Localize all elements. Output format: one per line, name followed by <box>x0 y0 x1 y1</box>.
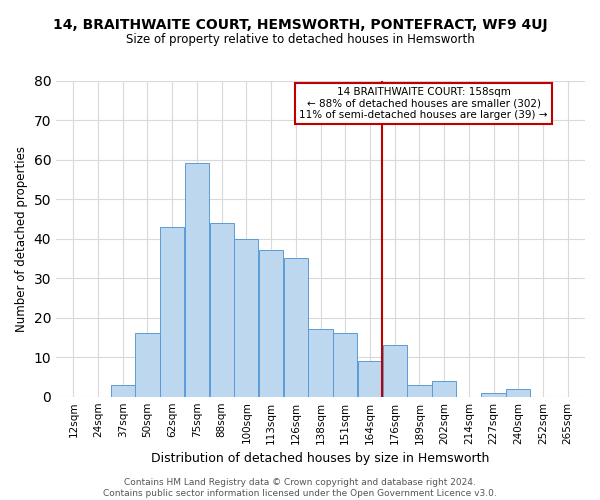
Bar <box>506 389 530 396</box>
Bar <box>160 226 184 396</box>
Text: 14 BRAITHWAITE COURT: 158sqm
← 88% of detached houses are smaller (302)
11% of s: 14 BRAITHWAITE COURT: 158sqm ← 88% of de… <box>299 87 548 120</box>
Bar <box>185 164 209 396</box>
Bar <box>333 334 358 396</box>
Bar <box>110 385 135 396</box>
Text: Contains HM Land Registry data © Crown copyright and database right 2024.
Contai: Contains HM Land Registry data © Crown c… <box>103 478 497 498</box>
Bar <box>481 392 506 396</box>
X-axis label: Distribution of detached houses by size in Hemsworth: Distribution of detached houses by size … <box>151 452 490 465</box>
Bar <box>209 223 234 396</box>
Text: 14, BRAITHWAITE COURT, HEMSWORTH, PONTEFRACT, WF9 4UJ: 14, BRAITHWAITE COURT, HEMSWORTH, PONTEF… <box>53 18 547 32</box>
Bar <box>308 330 332 396</box>
Bar <box>358 361 382 396</box>
Bar <box>259 250 283 396</box>
Bar <box>136 334 160 396</box>
Bar <box>383 346 407 397</box>
Bar <box>234 238 259 396</box>
Y-axis label: Number of detached properties: Number of detached properties <box>15 146 28 332</box>
Bar <box>284 258 308 396</box>
Bar <box>407 385 431 396</box>
Text: Size of property relative to detached houses in Hemsworth: Size of property relative to detached ho… <box>125 32 475 46</box>
Bar <box>432 381 456 396</box>
